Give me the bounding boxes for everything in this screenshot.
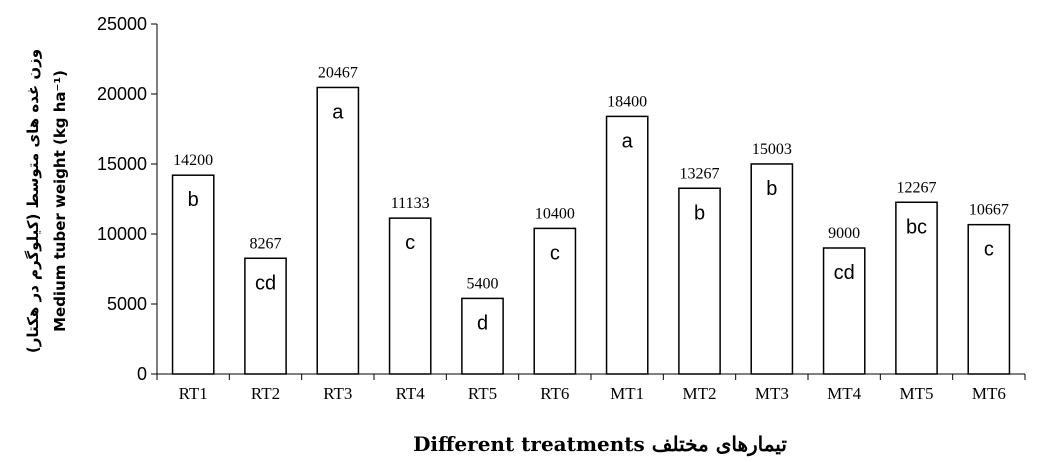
- x-tick-label: MT6: [972, 384, 1006, 403]
- bar-MT5: [895, 201, 938, 375]
- bars: 14200 b 8267 cd 20467 a 11133 c 5400 d 10400 c 18400…: [171, 64, 1011, 375]
- y-tick-label: 5000: [107, 294, 147, 314]
- x-tick-label: RT1: [179, 384, 208, 403]
- significance-letter: cd: [255, 272, 276, 294]
- data-label: 18400: [607, 93, 647, 110]
- significance-letter: c: [984, 239, 994, 261]
- y-tick-label: 0: [137, 364, 147, 384]
- y-axis-title-english: Medium tuber weight (kg ha⁻¹): [51, 70, 69, 332]
- x-tick-label: RT5: [468, 384, 497, 403]
- bar-RT4: [388, 217, 432, 375]
- y-axis-title-persian: وزن غده های متوسط (کیلوگرم در هکتار): [24, 49, 42, 353]
- bar-MT3: [750, 163, 794, 375]
- bar-RT6: [533, 227, 577, 375]
- data-label: 10400: [535, 205, 575, 222]
- significance-letter: b: [766, 178, 777, 200]
- data-label: 20467: [318, 64, 358, 81]
- x-tick-label: MT1: [610, 384, 644, 403]
- significance-letter: bc: [906, 216, 927, 238]
- x-axis-ticks: RT1 RT2 RT3 RT4 RT5 RT6 MT1 MT2 MT3 MT4 MT5 MT6: [156, 374, 1026, 403]
- data-label: 12267: [897, 179, 937, 196]
- x-tick-label: RT2: [251, 384, 280, 403]
- data-label: 13267: [680, 165, 720, 182]
- data-label: 15003: [752, 141, 792, 158]
- bar-RT5: [461, 297, 504, 375]
- data-label: 5400: [467, 275, 499, 292]
- data-label: 11133: [391, 195, 430, 212]
- x-axis-title: Different treatments تیمارهای مختلف: [413, 432, 787, 457]
- bar-MT1: [605, 115, 649, 375]
- x-tick-label: RT6: [540, 384, 569, 403]
- bar-RT3: [316, 86, 360, 375]
- significance-letter: cd: [834, 262, 855, 284]
- y-tick-label: 10000: [97, 224, 147, 244]
- significance-letter: d: [477, 312, 488, 334]
- bar-RT2: [244, 257, 287, 375]
- significance-letter: b: [188, 189, 199, 211]
- significance-letter: a: [332, 101, 344, 123]
- data-label: 14200: [173, 152, 213, 169]
- x-tick-label: RT4: [396, 384, 426, 403]
- y-tick-label: 20000: [97, 84, 147, 104]
- x-tick-label: MT5: [900, 384, 934, 403]
- significance-letter: c: [405, 232, 415, 254]
- bar-MT4: [822, 247, 866, 375]
- y-tick-label: 15000: [97, 154, 147, 174]
- data-label: 9000: [828, 225, 860, 242]
- y-tick-label: 25000: [97, 14, 147, 34]
- data-label: 10667: [969, 202, 1009, 219]
- data-label: 8267: [250, 235, 282, 252]
- significance-letter: a: [622, 130, 634, 152]
- x-tick-label: MT3: [755, 384, 789, 403]
- x-tick-label: MT4: [827, 384, 862, 403]
- y-axis-ticks: 0 5000 10000 15000 20000 25000: [97, 14, 157, 384]
- x-tick-label: MT2: [683, 384, 717, 403]
- significance-letter: c: [550, 242, 560, 264]
- significance-letter: b: [694, 202, 705, 224]
- bar-MT2: [678, 187, 721, 375]
- x-tick-label: RT3: [323, 384, 352, 403]
